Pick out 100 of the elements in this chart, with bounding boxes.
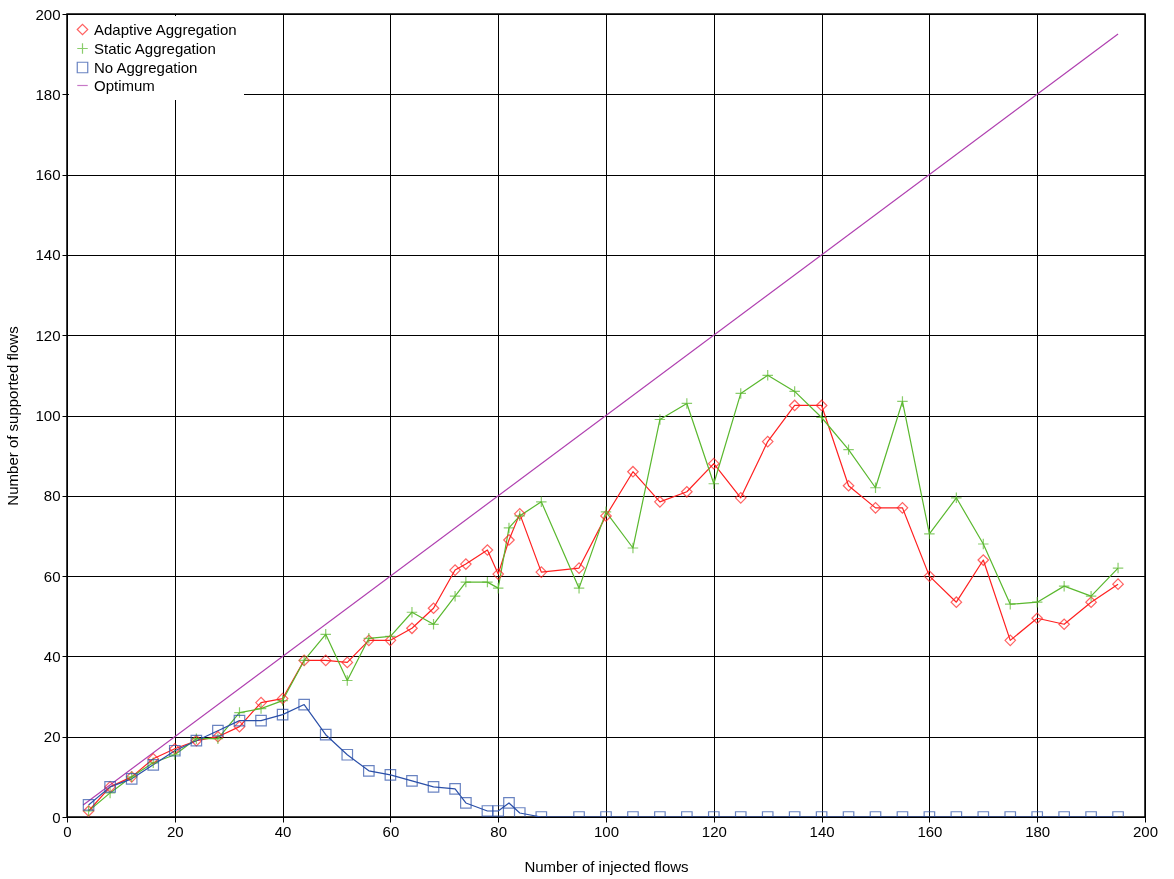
point <box>923 570 936 582</box>
point <box>535 495 548 508</box>
point <box>319 728 332 741</box>
point <box>503 522 515 534</box>
point <box>627 542 639 554</box>
point <box>923 528 936 540</box>
point <box>427 781 440 793</box>
point <box>341 748 354 761</box>
point <box>1085 590 1097 603</box>
point <box>319 628 332 641</box>
y-tick-label: 20 <box>43 728 61 746</box>
point <box>492 582 505 594</box>
point <box>427 602 440 615</box>
x-tick-label: 100 <box>593 822 620 840</box>
point <box>233 714 246 727</box>
point <box>449 590 461 603</box>
point <box>977 538 990 550</box>
point <box>449 564 461 576</box>
point <box>255 714 267 727</box>
x-tick-label: 180 <box>1025 822 1051 840</box>
point <box>255 696 267 709</box>
x-tick-label: 160 <box>917 822 943 840</box>
point <box>233 720 246 733</box>
point <box>1112 562 1124 574</box>
y-axis-title: Number of supported flows <box>4 326 22 506</box>
point <box>276 708 289 721</box>
x-tick-label: 0 <box>63 822 72 840</box>
point <box>104 787 116 799</box>
x-tick-label: 20 <box>166 822 184 840</box>
legend-label: Static Aggregation <box>94 39 216 57</box>
point <box>363 764 375 777</box>
x-tick-label: 200 <box>1132 822 1159 840</box>
point <box>950 596 963 609</box>
y-tick-label: 80 <box>43 487 61 505</box>
point <box>654 495 666 508</box>
point <box>1004 598 1017 611</box>
point <box>896 502 909 514</box>
point <box>406 775 418 787</box>
point <box>950 491 963 504</box>
point <box>481 576 494 588</box>
point <box>896 395 909 408</box>
x-tick-label: 60 <box>382 822 400 840</box>
point <box>298 698 310 711</box>
y-tick-label: 160 <box>35 166 61 184</box>
point <box>319 654 332 667</box>
point <box>869 502 882 514</box>
x-tick-label: 120 <box>701 822 727 840</box>
y-tick-label: 40 <box>43 647 61 665</box>
point <box>492 805 505 817</box>
point <box>82 799 95 811</box>
x-tick-label: 40 <box>274 822 292 840</box>
point <box>869 481 882 494</box>
x-axis-title: Number of injected flows <box>524 857 689 875</box>
y-tick-label: 140 <box>35 246 61 264</box>
point <box>481 544 494 556</box>
point <box>406 606 418 619</box>
point <box>449 783 461 795</box>
point <box>503 534 515 546</box>
point <box>384 630 397 643</box>
point <box>707 477 720 490</box>
point <box>842 443 855 456</box>
point <box>681 485 693 498</box>
point <box>535 566 548 578</box>
point <box>147 752 160 765</box>
y-tick-label: 60 <box>43 567 61 585</box>
point <box>734 491 747 504</box>
point <box>513 807 526 817</box>
y-tick-label: 0 <box>52 808 61 826</box>
y-tick-label: 200 <box>35 5 61 23</box>
point <box>233 706 246 719</box>
point <box>460 797 472 809</box>
point <box>734 387 747 400</box>
point <box>481 805 494 817</box>
point <box>427 618 440 631</box>
point <box>341 674 354 687</box>
point <box>1112 578 1124 590</box>
y-tick-label: 120 <box>35 326 61 344</box>
point <box>761 369 774 382</box>
point <box>654 413 666 426</box>
point <box>842 479 855 492</box>
point <box>600 506 612 518</box>
legend-label: Optimum <box>94 76 155 94</box>
point <box>168 748 181 761</box>
point <box>460 558 472 570</box>
point <box>627 465 639 478</box>
point <box>1058 618 1070 631</box>
point <box>707 457 720 470</box>
legend-label: Adaptive Aggregation <box>94 20 237 38</box>
point <box>492 568 505 580</box>
point <box>1004 634 1017 647</box>
point <box>341 656 354 669</box>
point <box>788 385 801 398</box>
point <box>977 554 990 566</box>
point <box>1031 612 1044 625</box>
point <box>212 724 224 737</box>
x-tick-label: 140 <box>809 822 835 840</box>
point <box>1031 596 1044 609</box>
point <box>1058 580 1070 592</box>
point <box>1085 596 1097 609</box>
y-tick-label: 180 <box>35 85 61 103</box>
